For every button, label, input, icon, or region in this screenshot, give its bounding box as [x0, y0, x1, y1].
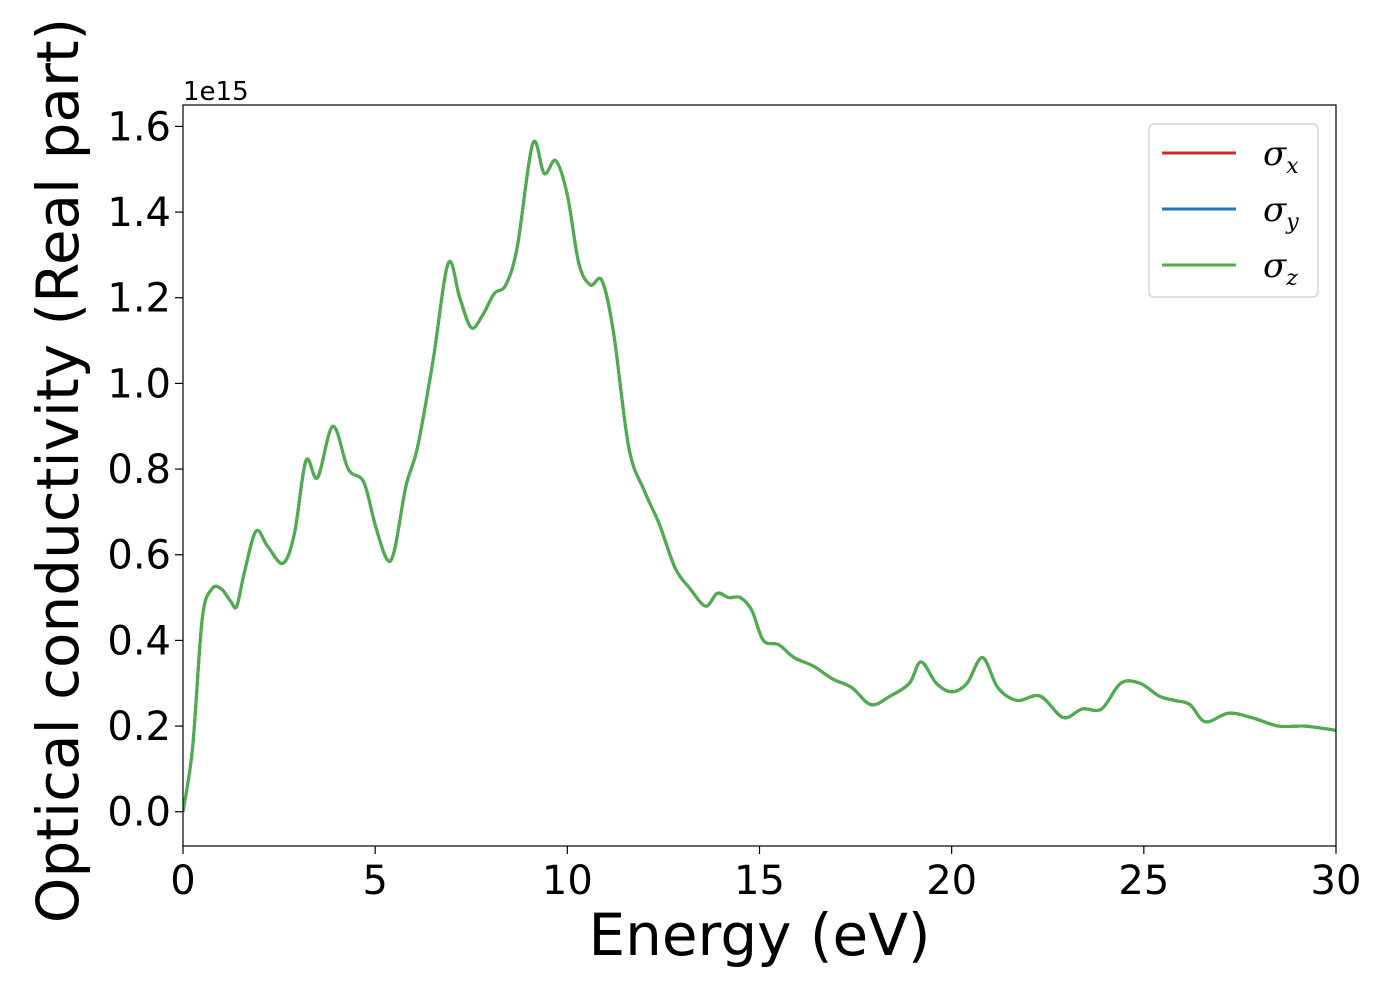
x-tick-label: 30: [1311, 858, 1362, 904]
legend-label-subscript: z: [1285, 266, 1298, 291]
x-tick-label: 0: [170, 858, 195, 904]
y-tick-label: 0.6: [107, 533, 171, 579]
y-axis-label: Optical conductivity (Real part): [24, 18, 92, 923]
x-axis-label: Energy (eV): [588, 901, 930, 969]
series-line-z: [183, 139, 1336, 812]
y-tick-label: 1.6: [107, 104, 171, 150]
x-tick-label: 5: [362, 858, 387, 904]
x-tick-label: 10: [542, 858, 593, 904]
x-tick-label: 20: [926, 858, 977, 904]
y-tick-label: 1.4: [107, 190, 171, 236]
y-tick-label: 0.4: [107, 618, 171, 664]
legend-label-subscript: x: [1286, 154, 1299, 179]
legend-label-subscript: y: [1285, 210, 1299, 235]
y-tick-label: 0.2: [107, 704, 171, 750]
y-tick-label: 0.8: [107, 447, 171, 493]
y-tick-label: 1.0: [107, 361, 171, 407]
y-axis-offset-label: 1e15: [183, 77, 249, 107]
y-tick-label: 0.0: [107, 790, 171, 836]
x-tick-label: 25: [1118, 858, 1169, 904]
x-tick-label: 15: [734, 858, 785, 904]
y-tick-label: 1.2: [107, 276, 171, 322]
